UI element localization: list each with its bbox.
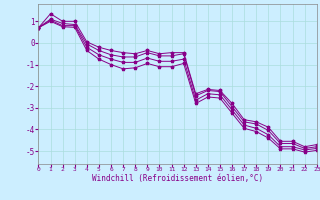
X-axis label: Windchill (Refroidissement éolien,°C): Windchill (Refroidissement éolien,°C) [92, 174, 263, 183]
